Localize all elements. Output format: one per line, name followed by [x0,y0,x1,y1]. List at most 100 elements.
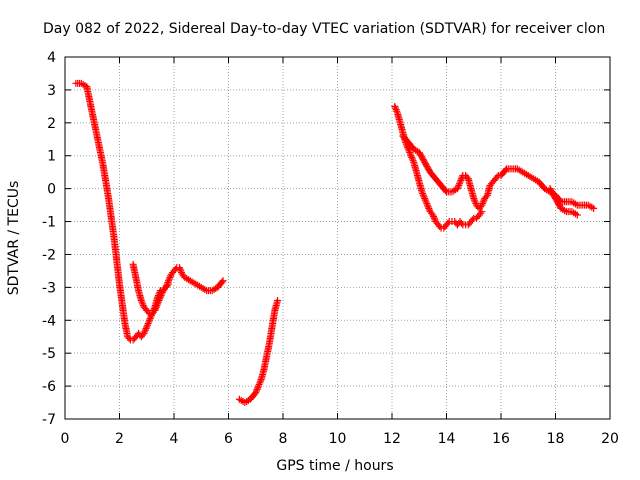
data-point-interp [392,106,400,114]
data-point-interp [477,209,485,217]
y-tick-label: -2 [42,247,56,263]
y-tick-label: -7 [42,412,56,428]
data-point-interp [444,219,452,227]
data-point-interp [409,157,417,165]
data-point [137,297,145,305]
data-point-interp [391,104,399,112]
data-point [154,300,162,308]
data-point [423,201,431,209]
data-point [219,277,227,285]
data-point-interp [145,318,153,326]
data-point-interp [157,292,165,300]
y-tick-label: -4 [42,313,56,329]
grid-lines [65,57,610,419]
y-tick-label: -5 [42,346,56,362]
data-point-interp [406,150,414,158]
y-tick-label: -6 [42,379,56,395]
x-tick-label: 10 [329,431,347,447]
x-tick-label: 14 [438,431,456,447]
y-tick-label: -3 [42,280,56,296]
data-point [456,178,464,186]
data-point [478,201,486,209]
data-point-interp [457,176,465,184]
data-point [590,204,598,212]
data-point-interp [421,196,429,204]
data-point-interp [455,181,463,189]
x-tick-label: 6 [224,431,233,447]
data-point-interp [154,298,162,306]
data-point-interp [143,321,151,329]
data-point-interp [393,107,401,115]
data-point-interp [147,313,155,321]
data-point-interp [164,278,172,286]
data-point [254,382,262,390]
data-point-interp [408,155,416,163]
y-tick-label: 1 [47,149,56,165]
data-point-interp [419,191,427,199]
data-point-interp [146,315,154,323]
data-point [145,316,153,324]
x-tick-label: 16 [492,431,510,447]
data-point-interp [430,214,438,222]
data-point-interp [422,198,430,206]
x-tick-label: 18 [547,431,565,447]
data-point-interp [454,183,462,191]
data-point-interp [144,320,152,328]
data-point-interp [142,325,150,332]
data-point-interp [424,203,432,211]
data-point-interp [158,290,166,298]
x-tick-label: 2 [115,431,124,447]
x-tick-label: 12 [383,431,401,447]
data-point [391,102,399,110]
data-point-interp [405,147,413,155]
data-point-interp [470,196,478,204]
data-point [156,293,164,301]
data-point-interp [457,175,465,183]
data-point-interp [177,267,185,275]
data-point [165,280,173,288]
data-points [72,79,598,407]
x-tick-label: 0 [61,431,70,447]
data-point-interp [423,199,431,207]
data-point [429,211,437,219]
x-tick-label: 8 [279,431,288,447]
data-point [151,306,159,314]
data-point-interp [420,193,428,201]
data-point-interp [479,198,487,206]
data-point-interp [139,300,147,308]
data-point-interp [153,301,161,309]
data-point [453,185,461,193]
data-point-interp [419,190,427,198]
y-axis-label: SDTVAR / TECUs [6,181,22,296]
data-point-interp [255,380,263,388]
data-point-interp [166,273,174,281]
data-point [143,323,151,331]
data-point-interp [141,326,149,334]
data-point-interp [141,328,149,336]
data-point-interp [218,278,226,286]
y-tick-label: 2 [47,116,56,132]
data-point-interp [406,148,414,156]
y-tick-label: 0 [47,182,56,198]
data-point-interp [425,204,433,212]
data-point-interp [156,295,164,303]
data-point-interp [468,216,476,224]
data-point-interp [430,213,438,221]
data-point-interp [152,305,160,313]
data-point-interp [457,219,465,227]
data-point-interp [252,387,260,395]
data-point-interp [165,275,173,283]
data-point-interp [257,377,265,385]
data-point-interp [479,199,487,207]
data-point [421,195,429,203]
x-tick-label: 20 [601,431,619,447]
data-point [573,211,581,219]
data-point-interp [152,303,160,311]
y-tick-label: 4 [47,50,56,66]
x-tick-label: 4 [170,431,179,447]
data-point-interp [253,385,261,393]
data-point [175,264,183,272]
data-point-interp [408,153,416,161]
